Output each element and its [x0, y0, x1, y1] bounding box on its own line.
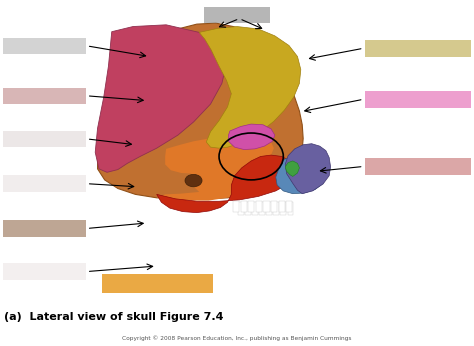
- Polygon shape: [199, 27, 301, 148]
- Bar: [256, 201, 262, 212]
- Bar: [281, 202, 286, 216]
- FancyBboxPatch shape: [3, 88, 86, 104]
- FancyBboxPatch shape: [3, 263, 86, 280]
- FancyBboxPatch shape: [3, 220, 86, 237]
- Bar: [233, 201, 239, 212]
- FancyBboxPatch shape: [3, 38, 86, 54]
- FancyBboxPatch shape: [365, 91, 471, 108]
- Polygon shape: [228, 124, 275, 149]
- Bar: [252, 202, 258, 216]
- Bar: [273, 202, 279, 216]
- FancyBboxPatch shape: [204, 7, 270, 23]
- Polygon shape: [165, 134, 274, 174]
- Bar: [248, 201, 255, 212]
- Text: (a)  Lateral view of skull Figure 7.4: (a) Lateral view of skull Figure 7.4: [4, 311, 224, 321]
- Polygon shape: [156, 155, 295, 213]
- Bar: [245, 202, 251, 216]
- Bar: [286, 201, 292, 212]
- Polygon shape: [98, 23, 303, 199]
- Bar: [238, 202, 244, 216]
- Bar: [271, 201, 277, 212]
- Bar: [266, 202, 272, 216]
- Bar: [288, 202, 293, 216]
- Text: Copyright © 2008 Pearson Education, Inc., publishing as Benjamin Cummings: Copyright © 2008 Pearson Education, Inc.…: [122, 336, 352, 341]
- Polygon shape: [95, 25, 227, 172]
- FancyBboxPatch shape: [3, 130, 86, 147]
- Polygon shape: [276, 156, 326, 194]
- Bar: [279, 201, 285, 212]
- Polygon shape: [156, 148, 274, 201]
- Bar: [264, 201, 270, 212]
- FancyBboxPatch shape: [102, 274, 213, 293]
- Bar: [259, 202, 265, 216]
- Polygon shape: [285, 161, 300, 176]
- Polygon shape: [285, 144, 330, 194]
- Circle shape: [185, 174, 202, 187]
- FancyBboxPatch shape: [365, 40, 471, 56]
- FancyBboxPatch shape: [365, 158, 471, 175]
- Bar: [241, 201, 247, 212]
- FancyBboxPatch shape: [3, 175, 86, 192]
